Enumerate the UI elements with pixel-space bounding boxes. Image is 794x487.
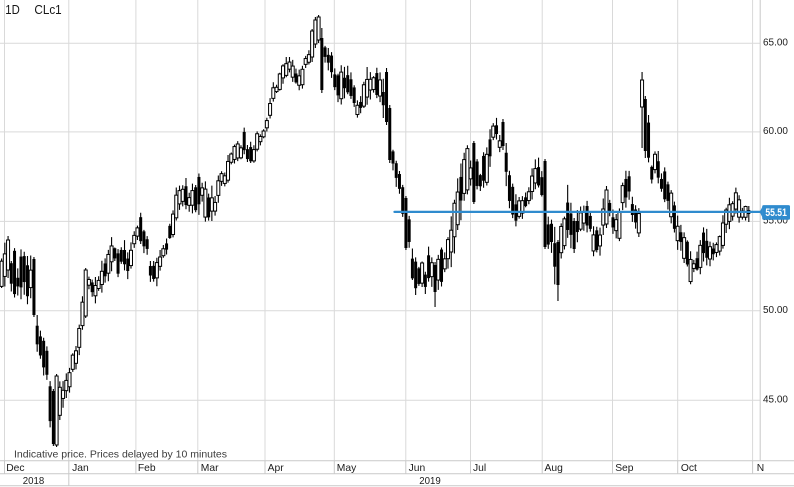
- svg-text:Aug: Aug: [545, 463, 564, 474]
- svg-text:60.00: 60.00: [763, 126, 788, 137]
- svg-text:N: N: [757, 463, 764, 474]
- svg-text:Apr: Apr: [268, 463, 285, 474]
- svg-text:Mar: Mar: [201, 463, 219, 474]
- svg-text:Feb: Feb: [138, 463, 156, 474]
- svg-text:Jan: Jan: [72, 463, 89, 474]
- svg-text:Jun: Jun: [409, 463, 426, 474]
- svg-text:Dec: Dec: [6, 463, 24, 474]
- svg-text:45.00: 45.00: [763, 395, 788, 406]
- svg-text:55.51: 55.51: [765, 207, 787, 219]
- svg-text:55.00: 55.00: [763, 216, 788, 227]
- svg-text:CLc1: CLc1: [34, 3, 61, 17]
- svg-text:2019: 2019: [419, 476, 441, 487]
- svg-text:Indicative price. Prices delay: Indicative price. Prices delayed by 10 m…: [14, 449, 227, 461]
- svg-text:1D: 1D: [5, 3, 19, 17]
- svg-text:2018: 2018: [23, 476, 45, 487]
- svg-text:Jul: Jul: [473, 463, 486, 474]
- svg-text:May: May: [337, 463, 357, 474]
- svg-text:Sep: Sep: [615, 463, 634, 474]
- svg-text:Oct: Oct: [681, 463, 697, 474]
- svg-text:50.00: 50.00: [763, 305, 788, 316]
- svg-text:65.00: 65.00: [763, 37, 788, 48]
